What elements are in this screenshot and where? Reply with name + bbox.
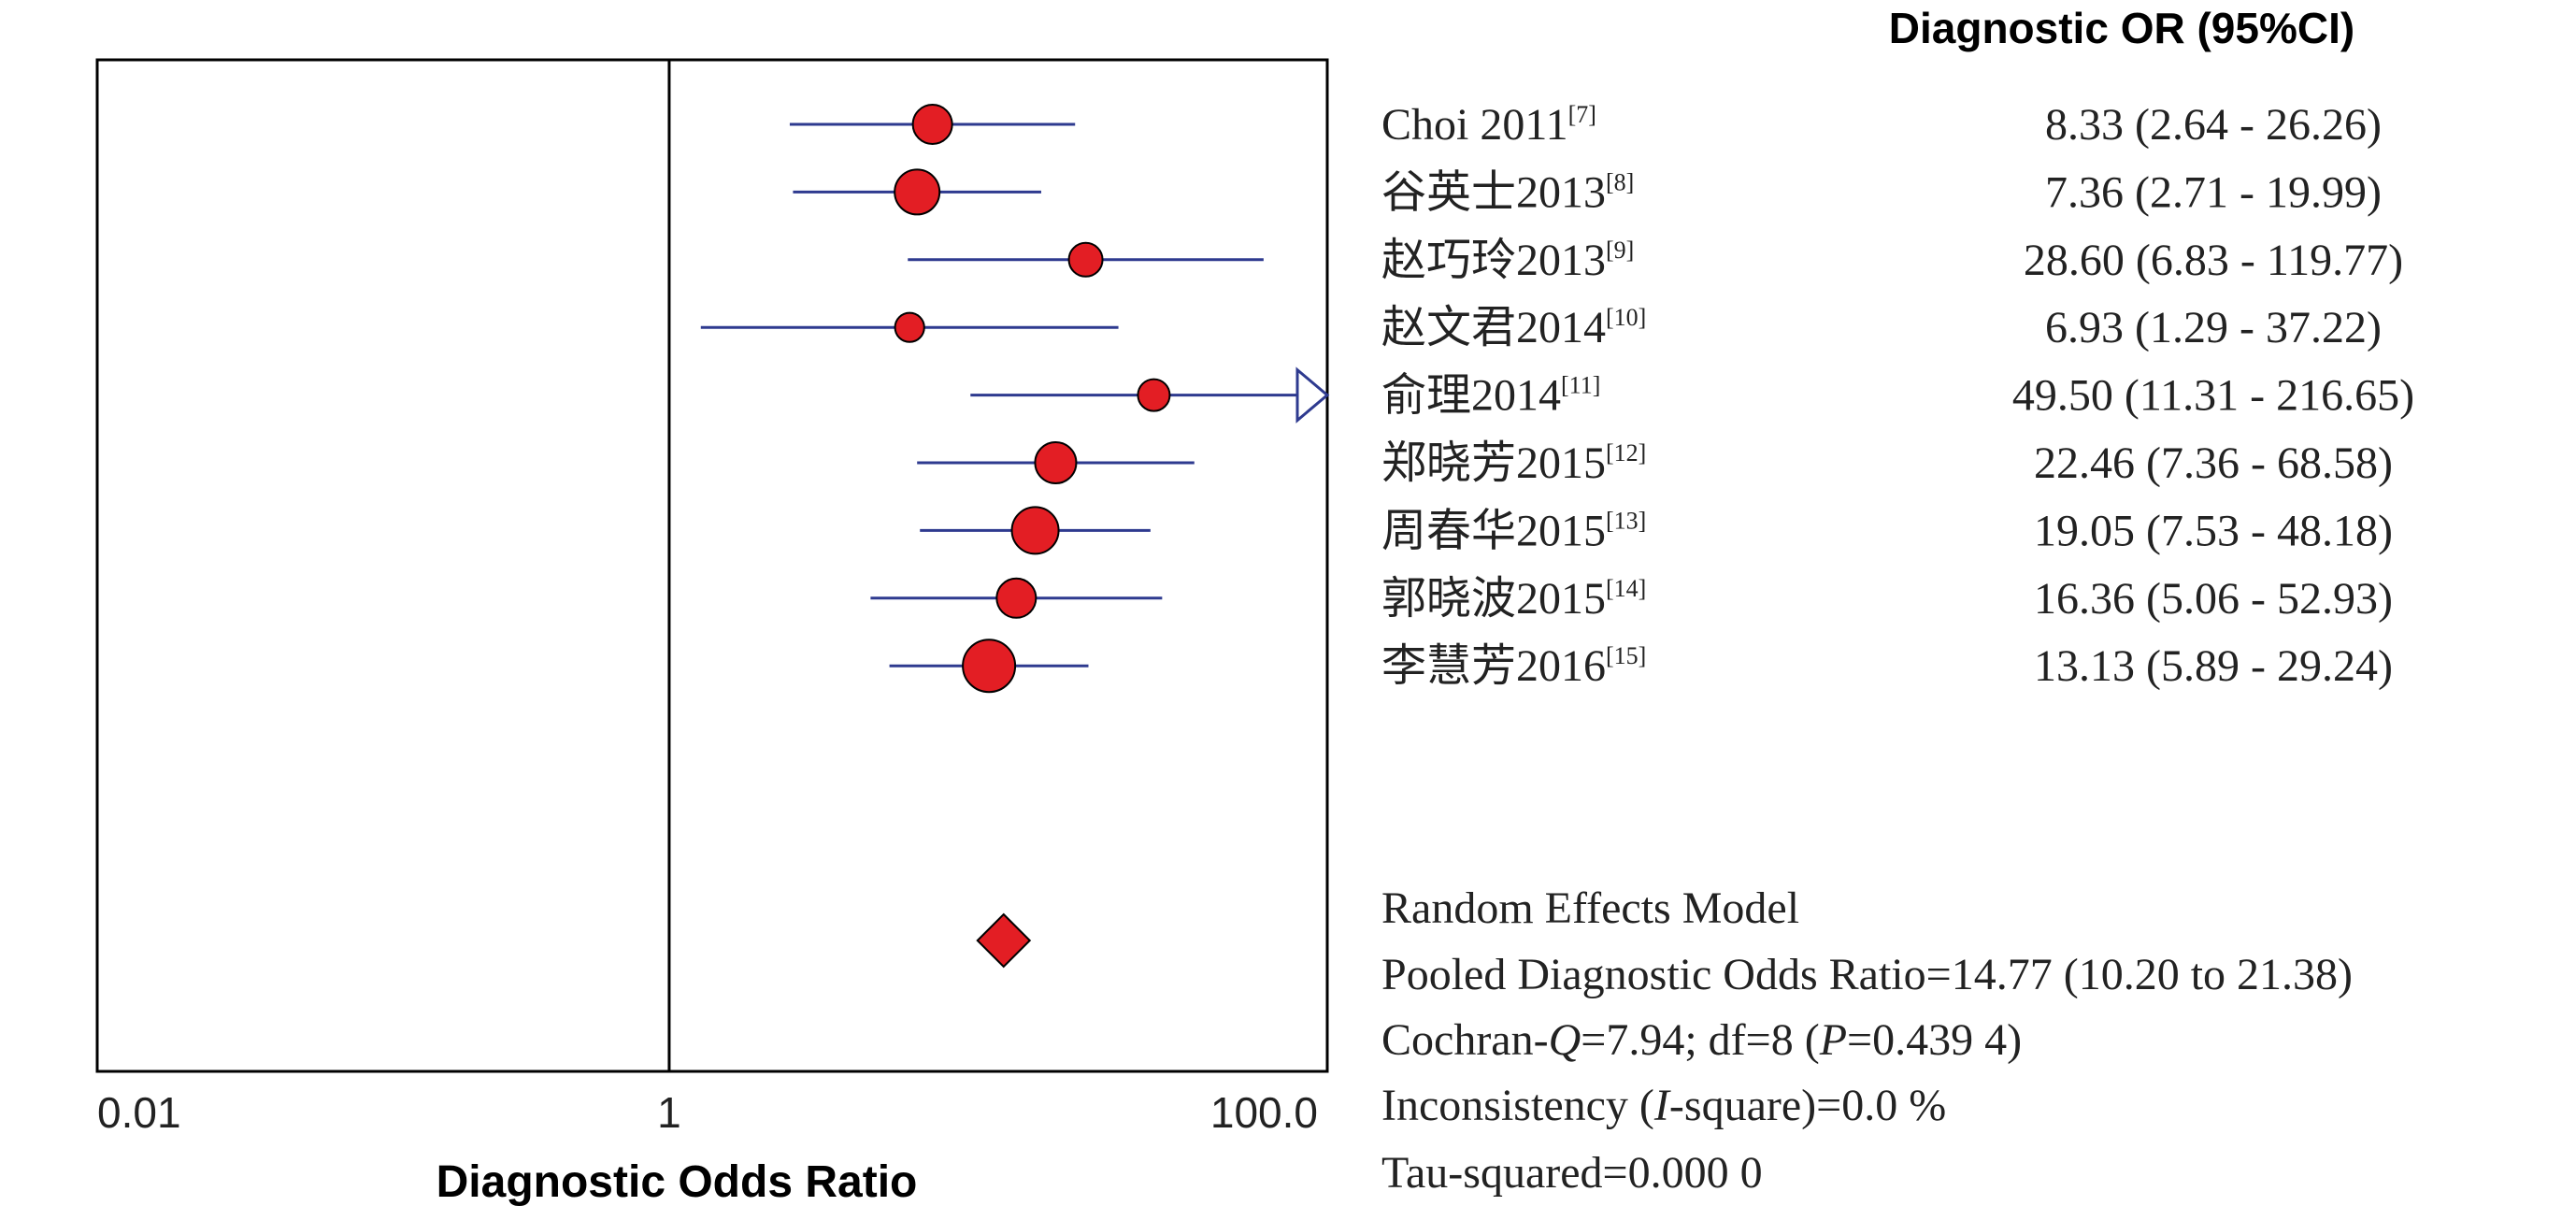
or-point <box>995 577 1038 619</box>
study-or-ci: 6.93 (1.29 - 37.22) <box>2045 303 2382 352</box>
study-or-ci: 8.33 (2.64 - 26.26) <box>2045 100 2382 150</box>
study-label: 郑晓芳2015[12] <box>1381 438 1646 488</box>
study-row-mark <box>920 506 1151 555</box>
or-point <box>894 168 941 216</box>
or-point <box>911 104 953 145</box>
study-row-mark <box>889 639 1089 694</box>
study-or-ci: 7.36 (2.71 - 19.99) <box>2045 167 2382 217</box>
study-label: 谷英士2013[8] <box>1381 167 1634 217</box>
study-row-mark <box>870 577 1163 619</box>
study-label: 郭晓波2015[14] <box>1381 574 1646 624</box>
summary-block: Random Effects Model Pooled Diagnostic O… <box>1381 883 2353 1198</box>
study-row-mark <box>789 104 1076 145</box>
study-row-mark <box>793 168 1041 216</box>
column-header: Diagnostic OR (95%CI) <box>1889 4 2354 52</box>
study-or-ci: 22.46 (7.36 - 68.58) <box>2034 438 2393 488</box>
study-label: 李慧芳2016[15] <box>1381 641 1646 691</box>
summary-model: Random Effects Model <box>1381 883 1799 933</box>
study-label: 周春华2015[13] <box>1381 506 1646 555</box>
study-row-mark <box>700 311 1119 343</box>
or-point <box>962 639 1017 694</box>
study-label: Choi 2011[7] <box>1381 100 1596 150</box>
summary-tau: Tau-squared=0.000 0 <box>1381 1148 1763 1198</box>
x-tick-label: 0.01 <box>97 1088 181 1137</box>
plot-frame <box>95 58 1329 1073</box>
study-label: 赵巧玲2013[9] <box>1381 236 1634 285</box>
summary-pooled: Pooled Diagnostic Odds Ratio=14.77 (10.2… <box>1381 950 2353 999</box>
study-or-ci: 49.50 (11.31 - 216.65) <box>2012 371 2414 421</box>
study-label: 赵文君2014[10] <box>1381 303 1646 352</box>
study-or-ci: 13.13 (5.89 - 29.24) <box>2034 641 2393 691</box>
study-label: 俞理2014[11] <box>1381 371 1600 421</box>
summary-inconsistency: Inconsistency (I-square)=0.0 % <box>1381 1081 1946 1130</box>
or-point <box>1010 506 1060 555</box>
study-or-ci: 19.05 (7.53 - 48.18) <box>2034 506 2393 555</box>
or-point <box>1067 241 1104 278</box>
or-point <box>1034 441 1078 484</box>
x-axis-label: Diagnostic Odds Ratio <box>436 1157 918 1206</box>
study-or-ci: 28.60 (6.83 - 119.77) <box>2024 236 2403 285</box>
study-row-mark <box>970 366 1330 424</box>
summary-cochran: Cochran-Q=7.94; df=8 (P=0.439 4) <box>1381 1015 2022 1065</box>
study-row-mark <box>908 241 1264 278</box>
study-or-ci: 16.36 (5.06 - 52.93) <box>2034 574 2393 624</box>
ci-overflow-arrow <box>1295 366 1330 424</box>
pooled-diamond <box>976 912 1032 969</box>
or-point <box>1137 378 1171 412</box>
study-row-mark <box>917 441 1195 484</box>
x-tick-label: 1 <box>657 1088 681 1137</box>
or-point <box>894 311 925 343</box>
x-tick-label: 100.0 <box>1210 1088 1318 1137</box>
